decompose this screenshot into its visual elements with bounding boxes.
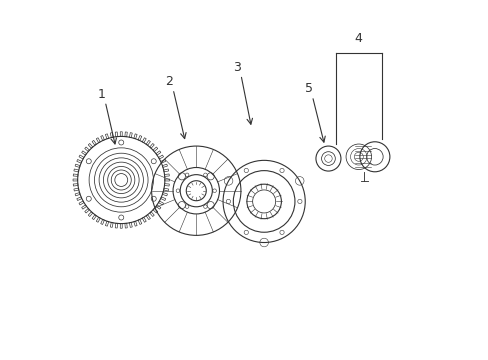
Text: 3: 3 <box>233 61 241 74</box>
Text: 4: 4 <box>354 32 362 45</box>
Text: 1: 1 <box>98 88 105 101</box>
Text: 5: 5 <box>304 82 312 95</box>
Text: 2: 2 <box>165 75 173 88</box>
